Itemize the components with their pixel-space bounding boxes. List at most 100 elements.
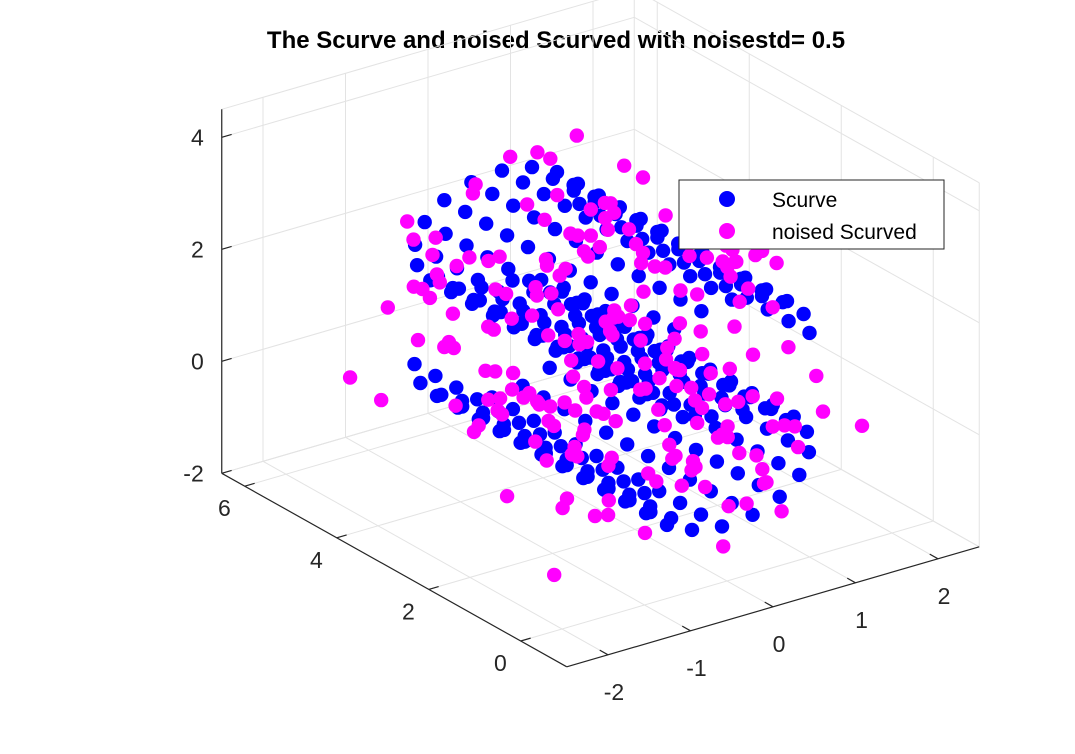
scurve-point: [703, 280, 719, 296]
noised-scurved-point: [635, 245, 651, 261]
noised-scurved-point: [547, 567, 562, 583]
noised-scurved-point: [494, 407, 510, 422]
scurve-point: [714, 519, 730, 534]
scurve-point: [694, 304, 709, 319]
noised-scurved-point: [576, 244, 592, 259]
x-tick: [681, 625, 691, 632]
noised-scurved-point: [603, 382, 619, 398]
scurve-point: [652, 280, 667, 295]
noised-scurved-point: [741, 281, 756, 296]
noised-scurved-point: [529, 288, 545, 303]
box-edge: [652, 0, 980, 184]
x-tick: [599, 649, 609, 656]
scurve-point: [515, 175, 531, 190]
scurve-point: [650, 230, 665, 245]
scurve-point: [672, 495, 688, 511]
noised-scurved-point: [721, 499, 736, 514]
x-tick-label: -2: [604, 679, 624, 705]
z-tick: [221, 133, 232, 138]
noised-scurved-point: [667, 331, 682, 346]
scurve-point: [428, 368, 443, 384]
legend[interactable]: Scurve noised Scurved: [678, 179, 945, 250]
scurve-point: [529, 327, 544, 343]
noised-scurved-point: [672, 316, 688, 331]
noised-scurved-point: [410, 332, 426, 348]
scurve-point: [631, 268, 646, 284]
noised-scurved-point: [684, 380, 699, 395]
scurve-point: [479, 216, 494, 231]
noised-scurved-point: [504, 382, 520, 397]
noised-scurved-point: [564, 353, 579, 368]
noised-scurved-point: [541, 413, 556, 429]
noised-scurved-point: [749, 448, 764, 463]
x-tick-label: 0: [773, 631, 786, 657]
noised-scurved-point: [636, 284, 651, 299]
scurve-point: [494, 163, 510, 178]
noised-scurved-point: [739, 496, 754, 511]
noised-scurved-point: [684, 463, 699, 478]
noised-scurved-point: [583, 228, 598, 243]
scurve-point: [802, 325, 817, 341]
noised-scurved-point: [532, 397, 547, 412]
scurve-point: [704, 409, 719, 424]
scurve-point: [716, 377, 731, 393]
scurve-point: [505, 273, 520, 288]
noised-scurved-point: [462, 250, 477, 265]
scurve-point: [506, 198, 521, 213]
noised-scurved-point: [637, 316, 653, 331]
noised-scurved-point: [600, 507, 616, 523]
scurve-point: [417, 214, 432, 230]
noised-scurved-point: [665, 451, 680, 466]
noised-scurved-point: [425, 247, 440, 263]
noised-scurved-point: [669, 362, 685, 377]
scurve-point: [684, 522, 700, 538]
scurve-point: [688, 442, 704, 458]
scurve-point: [589, 448, 604, 464]
grid-line: [262, 460, 609, 656]
noised-scurved-point: [621, 222, 637, 237]
noised-scurved-point: [693, 324, 708, 339]
noised-scurved-point: [380, 300, 395, 315]
noised-scurved-point: [637, 356, 653, 371]
scurve-point: [647, 419, 662, 434]
scurve-point: [771, 456, 786, 471]
noised-scurved-point: [722, 361, 737, 376]
scurve-point: [485, 186, 500, 202]
noised-scurved-point: [701, 387, 717, 402]
scurve-point: [545, 171, 561, 186]
noised-scurved-point: [674, 478, 689, 493]
x-tick: [846, 577, 856, 584]
noised-scurved-point: [690, 287, 705, 302]
scurve-point: [547, 221, 563, 237]
scurve-point: [610, 257, 625, 272]
y-axis-line: [221, 472, 568, 668]
scurve-point: [622, 493, 637, 508]
noised-scurved-point: [570, 228, 585, 243]
y-tick: [428, 585, 439, 590]
scurve-point: [616, 474, 631, 489]
noised-scurved-point: [342, 370, 358, 385]
axis-layer: -2 -1 0 1 2 0 2 4 6 -2 0 2 4: [183, 109, 980, 705]
noised-scurved-point: [727, 319, 742, 334]
noised-scurved-point: [765, 419, 780, 434]
scurve-point: [434, 387, 449, 402]
noised-scurved-point: [587, 508, 603, 524]
scurve-point: [799, 424, 815, 439]
noised-scurved-point: [815, 404, 831, 419]
y-tick: [336, 534, 347, 539]
scurve-point: [499, 228, 515, 243]
scurve-point: [738, 409, 754, 425]
scurve-point: [413, 375, 428, 391]
scurve-point: [571, 316, 587, 331]
scurve-point: [496, 422, 512, 438]
noised-scurved-point: [716, 539, 731, 554]
scurve-point: [501, 261, 516, 277]
noised-scurved-point: [541, 328, 556, 343]
noised-scurved-point: [598, 211, 613, 226]
noised-scurved-point: [697, 479, 713, 495]
noised-scurved-point: [695, 346, 710, 362]
scurve-point: [779, 293, 795, 309]
scurve-point: [466, 292, 481, 308]
scurve-point: [626, 407, 641, 422]
